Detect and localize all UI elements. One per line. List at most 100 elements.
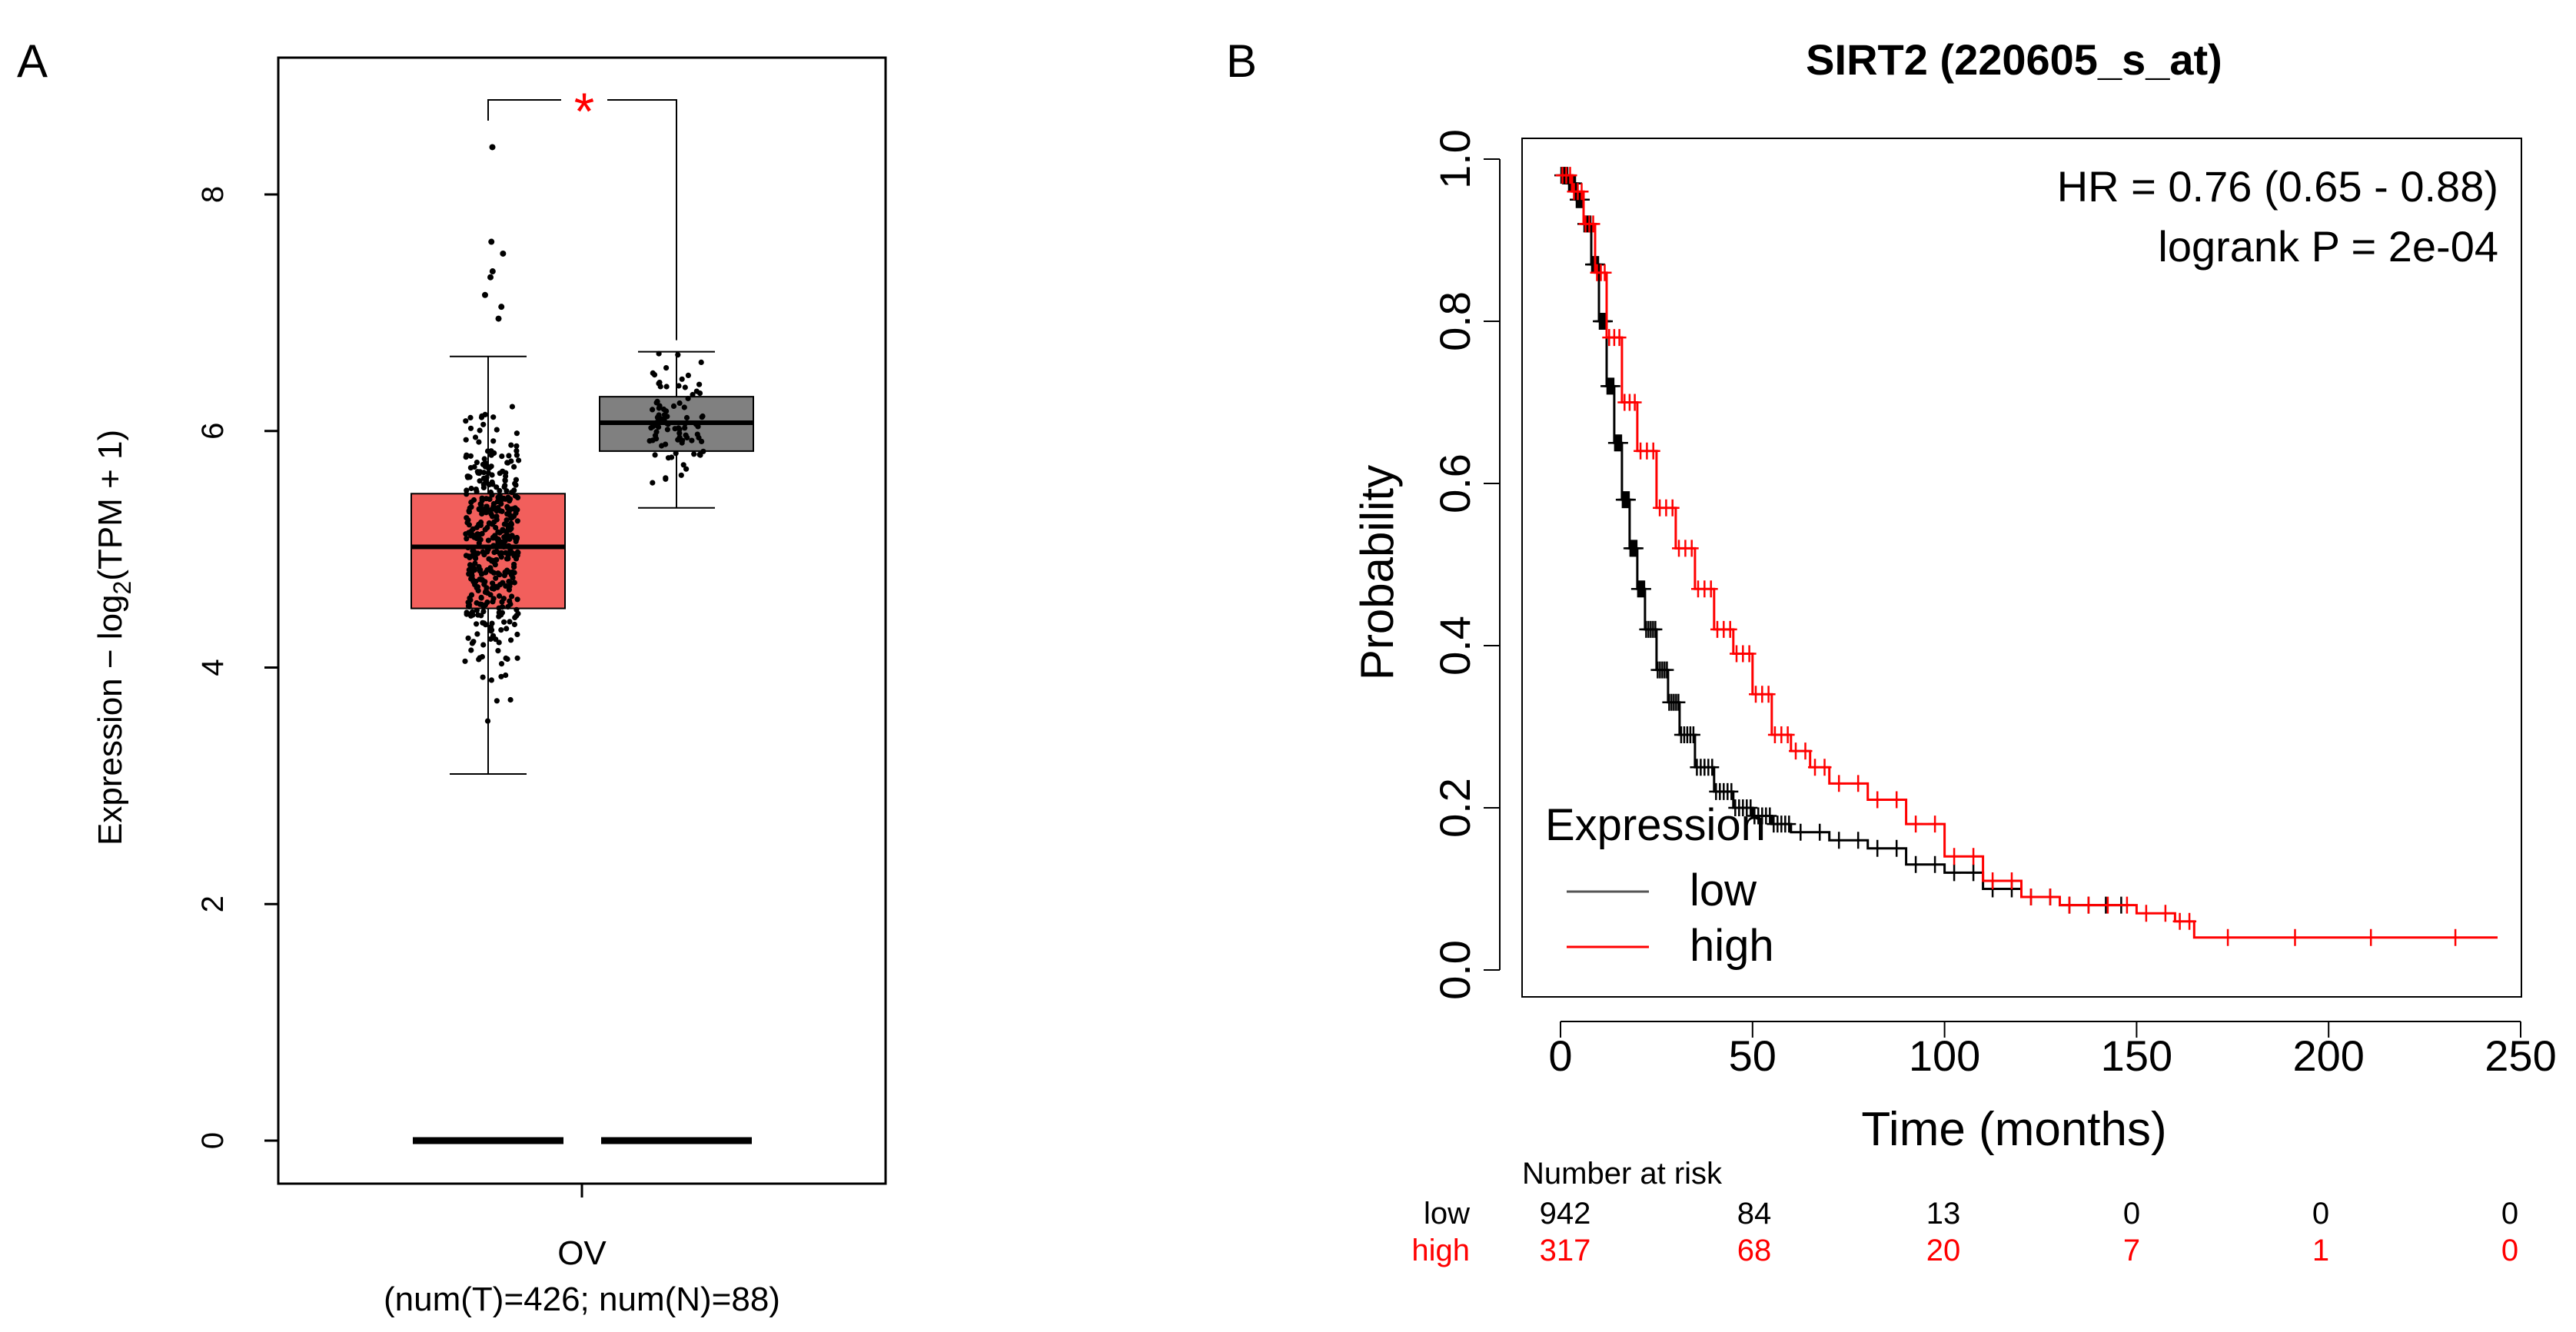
risk-value: 7 <box>2123 1234 2140 1267</box>
data-point <box>511 621 518 628</box>
data-point <box>489 492 495 498</box>
data-point <box>464 611 470 617</box>
data-point <box>509 490 515 496</box>
data-point <box>464 473 470 480</box>
data-point <box>496 593 503 600</box>
censor-mark <box>2100 896 2115 914</box>
y-tick-label-a: 6 <box>196 423 230 440</box>
outlier-point <box>489 144 496 151</box>
data-point <box>480 642 487 648</box>
data-point <box>468 610 475 616</box>
censor-mark <box>1798 742 1813 760</box>
data-point <box>508 458 514 464</box>
data-point <box>690 391 696 398</box>
data-point <box>466 571 472 577</box>
data-point <box>507 583 513 590</box>
data-point <box>700 413 706 420</box>
data-point <box>499 453 505 460</box>
data-point <box>476 439 482 445</box>
censor-mark <box>1637 580 1651 598</box>
x-tick-label-b: 100 <box>1909 1031 1980 1080</box>
censor-mark <box>1870 839 1885 857</box>
data-point <box>467 465 474 471</box>
censor-mark <box>1660 661 1674 679</box>
data-point <box>474 621 480 627</box>
censor-mark <box>2005 872 2019 889</box>
data-point <box>656 350 662 357</box>
data-point <box>511 580 517 586</box>
data-point <box>504 626 510 632</box>
data-point <box>470 548 476 554</box>
data-point <box>501 573 508 579</box>
data-point <box>464 536 470 542</box>
data-point <box>472 434 479 440</box>
censor-mark <box>2024 889 2038 905</box>
data-point <box>467 562 474 568</box>
data-point <box>516 457 522 463</box>
data-point <box>514 443 520 449</box>
data-point <box>664 427 671 433</box>
censor-mark <box>1782 815 1797 833</box>
data-point <box>514 430 520 437</box>
data-point <box>508 442 514 448</box>
censor-mark <box>1870 791 1885 809</box>
legend-label-high: high <box>1690 921 1774 971</box>
data-point <box>656 424 662 430</box>
censor-mark <box>1928 815 1943 833</box>
data-point <box>514 452 520 458</box>
censor-mark <box>1947 848 1962 865</box>
data-point <box>512 614 518 621</box>
outlier-point <box>488 238 495 245</box>
data-point <box>478 519 484 526</box>
y-tick-label-a: 8 <box>196 186 230 203</box>
data-point <box>676 383 682 389</box>
data-point <box>504 556 510 562</box>
data-point <box>665 421 671 427</box>
data-point <box>646 438 653 444</box>
data-point <box>476 563 482 570</box>
data-point <box>477 568 484 574</box>
data-point <box>669 454 675 460</box>
data-point <box>650 370 656 376</box>
legend: Expression low high <box>1545 800 1774 971</box>
censor-mark <box>1851 775 1866 792</box>
data-point <box>470 526 476 533</box>
data-point <box>484 524 490 531</box>
censor-mark <box>1793 823 1808 841</box>
data-point <box>463 531 469 537</box>
censor-mark <box>1986 872 2000 889</box>
data-point <box>490 570 497 576</box>
data-point <box>507 598 513 604</box>
data-point <box>691 451 697 457</box>
data-point <box>480 421 487 427</box>
x-tick-label-b: 250 <box>2485 1031 2556 1080</box>
censor-mark <box>1966 864 1981 882</box>
data-point <box>684 434 690 441</box>
data-point <box>463 553 470 559</box>
risk-value: 317 <box>1540 1234 1591 1267</box>
censor-mark <box>1629 540 1644 557</box>
data-point <box>650 407 656 413</box>
censor-mark <box>1574 183 1589 201</box>
data-point <box>468 647 474 653</box>
data-point <box>504 503 510 510</box>
censor-mark <box>1966 848 1981 865</box>
data-point <box>479 413 485 419</box>
data-point <box>499 508 505 514</box>
data-point <box>490 586 497 592</box>
data-point <box>474 488 480 495</box>
data-point <box>466 508 472 514</box>
data-point <box>494 427 500 433</box>
censor-mark <box>1832 775 1846 792</box>
data-point <box>465 635 471 641</box>
data-point <box>486 465 492 472</box>
data-point <box>652 433 659 439</box>
censor-mark <box>1614 434 1628 452</box>
data-point <box>494 484 500 490</box>
data-point <box>659 443 665 449</box>
data-point <box>487 636 494 643</box>
censor-mark <box>1851 832 1866 849</box>
data-point <box>480 481 487 488</box>
significance-star: * <box>574 82 594 141</box>
data-point <box>514 655 520 661</box>
